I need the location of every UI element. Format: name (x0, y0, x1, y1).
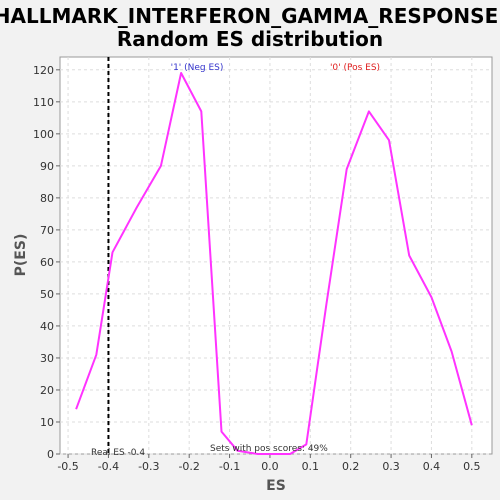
axis-ticks: -0.5 -0.4 -0.3 -0.2 -0.1 0.0 0.1 0.2 0.3 0.4 0.5 0 1… (33, 64, 481, 473)
y-tick-label: 80 (40, 192, 54, 205)
x-tick-label: -0.2 (178, 460, 199, 473)
x-tick-label: 0.2 (342, 460, 360, 473)
x-tick-label: -0.4 (98, 460, 119, 473)
pos-es-label: '0' (Pos ES) (330, 63, 380, 73)
plot-area (59, 56, 493, 455)
x-tick-label: -0.5 (57, 460, 78, 473)
chart-title-line2: Random ES distribution (117, 27, 383, 51)
x-tick-label: 0.1 (302, 460, 320, 473)
y-tick-label: 90 (40, 160, 54, 173)
pos-scores-label: Sets with pos scores: 49% (210, 444, 328, 454)
neg-es-label: '1' (Neg ES) (171, 63, 224, 73)
y-tick-label: 50 (40, 288, 54, 301)
y-tick-label: 10 (40, 416, 54, 429)
series-line (75, 72, 473, 455)
y-tick-label: 40 (40, 320, 54, 333)
chart-title-line1: HALLMARK_INTERFERON_GAMMA_RESPONSE: (0, 4, 500, 28)
y-tick-label: 60 (40, 256, 54, 269)
x-tick-label: -0.3 (138, 460, 159, 473)
grid (60, 57, 492, 455)
x-tick-label: 0.0 (261, 460, 279, 473)
y-tick-label: 0 (47, 448, 54, 461)
x-tick-label: 0.5 (463, 460, 481, 473)
y-tick-label: 110 (33, 96, 54, 109)
y-tick-label: 30 (40, 352, 54, 365)
x-tick-label: 0.4 (423, 460, 441, 473)
x-tick-label: 0.3 (382, 460, 400, 473)
y-tick-label: 100 (33, 128, 54, 141)
real-es-label: Real ES -0.4 (91, 448, 145, 458)
y-tick-label: 20 (40, 384, 54, 397)
x-tick-label: -0.1 (219, 460, 240, 473)
y-axis-label: P(ES) (13, 234, 29, 277)
y-tick-label: 120 (33, 64, 54, 77)
x-axis-label: ES (266, 478, 286, 494)
y-tick-label: 70 (40, 224, 54, 237)
